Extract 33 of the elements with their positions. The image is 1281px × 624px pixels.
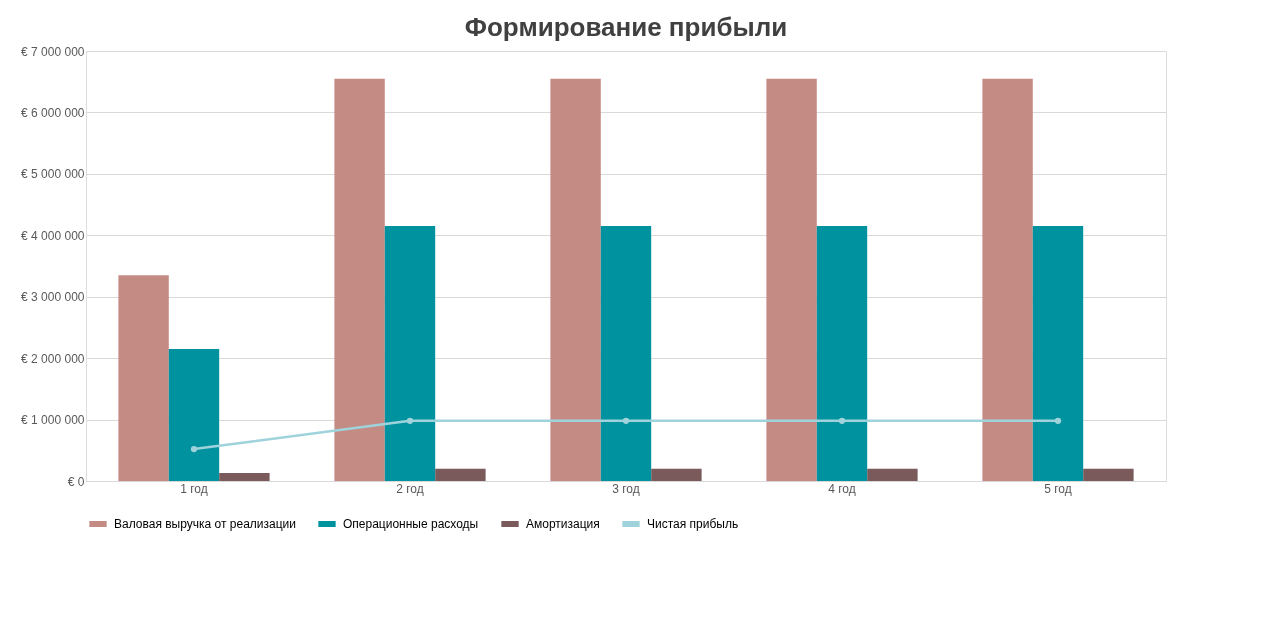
bar	[118, 275, 169, 481]
bar	[435, 468, 486, 481]
bar	[766, 78, 817, 481]
bar	[816, 226, 868, 481]
x-tick-label: 4 год	[828, 481, 856, 496]
x-tick-label: 1 год	[180, 481, 208, 496]
legend-label: Чистая прибыль	[647, 517, 739, 531]
legend-label: Валовая выручка от реализации	[114, 517, 296, 531]
y-tick-label: € 6 000 000	[21, 105, 85, 120]
x-tick-label: 2 год	[396, 481, 424, 496]
y-tick-label: € 1 000 000	[21, 413, 85, 428]
chart-title: Формирование прибыли	[464, 12, 788, 42]
y-tick-label: € 7 000 000	[21, 44, 85, 59]
bar	[334, 78, 385, 481]
y-tick-label: € 3 000 000	[21, 290, 85, 305]
bar	[384, 226, 436, 481]
legend-label: Амортизация	[526, 517, 600, 531]
bar	[550, 78, 601, 481]
y-tick-label: € 4 000 000	[21, 228, 85, 243]
y-tick-label: € 0	[67, 474, 85, 489]
bar	[867, 468, 918, 481]
bar	[600, 226, 652, 481]
x-tick-label: 5 год	[1044, 481, 1072, 496]
bar	[651, 468, 702, 481]
bar	[982, 78, 1033, 481]
y-tick-label: € 5 000 000	[21, 167, 85, 182]
legend-label: Операционные расходы	[343, 517, 479, 531]
bar	[219, 473, 270, 481]
bar	[1032, 226, 1084, 481]
bar	[1083, 468, 1134, 481]
y-tick-label: € 2 000 000	[21, 351, 85, 366]
bar	[168, 348, 220, 481]
x-tick-label: 3 год	[612, 481, 640, 496]
